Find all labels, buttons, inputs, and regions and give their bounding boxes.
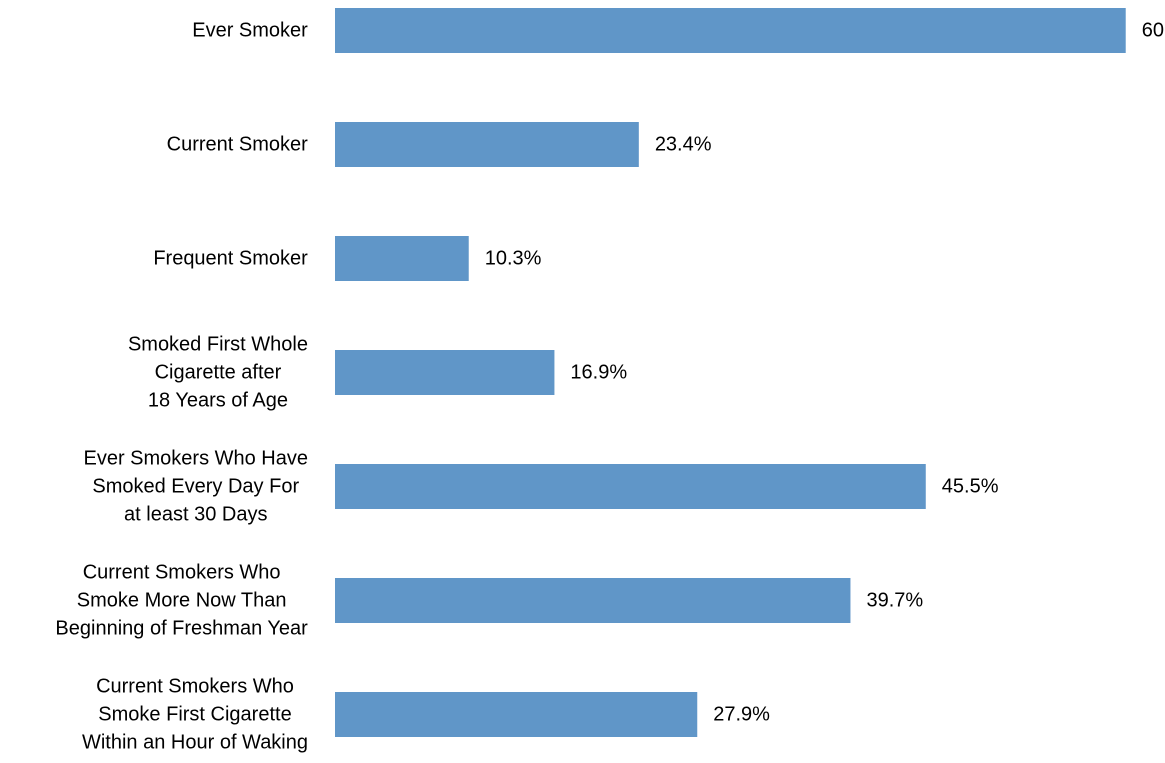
category-label-2: Current Smoker — [167, 134, 308, 156]
category-label-1: Ever Smoker — [192, 20, 308, 42]
category-label-line: Frequent Smoker — [153, 248, 308, 270]
bar-5 — [335, 464, 926, 509]
category-label-line: Current Smokers Who — [83, 562, 281, 584]
bar-7 — [335, 692, 698, 737]
category-label-line: Cigarette after — [155, 362, 282, 384]
category-label-line: Current Smoker — [167, 134, 308, 156]
category-label-4: Smoked First Whole Cigarette after 18 Year… — [128, 334, 308, 412]
data-label-6: 39.7% — [866, 590, 923, 612]
data-label-2: 23.4% — [655, 134, 712, 156]
category-label-line: Smoke More Now Than — [77, 590, 287, 612]
category-label-line: at least 30 Days — [124, 504, 267, 526]
category-label-5: Ever Smokers Who Have Smoked Every Day Fo… — [83, 448, 308, 526]
data-label-5: 45.5% — [942, 476, 999, 498]
category-label-3: Frequent Smoker — [153, 248, 308, 270]
data-label-7: 27.9% — [713, 704, 770, 726]
category-labels-group: Ever Smoker Current Smoker Frequent Smoker… — [55, 20, 308, 754]
category-label-line: Ever Smoker — [192, 20, 308, 42]
data-label-1: 60.9% — [1142, 20, 1165, 42]
bar-3 — [335, 236, 469, 281]
category-label-6: Current Smokers Who Smoke More Now Than Be… — [55, 562, 308, 640]
category-label-line: Smoke First Cigarette — [98, 704, 291, 726]
bars-group — [335, 8, 1126, 737]
data-label-4: 16.9% — [570, 362, 627, 384]
data-labels-group: 60.9% 23.4% 10.3% 16.9% 45.5% 39.7% 27.9% — [485, 20, 1165, 726]
category-label-line: Current Smokers Who — [96, 676, 294, 698]
category-label-line: Beginning of Freshman Year — [55, 618, 308, 640]
bar-4 — [335, 350, 555, 395]
category-label-7: Current Smokers Who Smoke First Cigarette… — [82, 676, 308, 754]
category-label-line: Within an Hour of Waking — [82, 732, 308, 754]
bar-6 — [335, 578, 851, 623]
category-label-line: Ever Smokers Who Have — [83, 448, 308, 470]
category-label-line: Smoked Every Day For — [92, 476, 299, 498]
bar-1 — [335, 8, 1126, 53]
category-label-line: Smoked First Whole — [128, 334, 308, 356]
bar-2 — [335, 122, 639, 167]
data-label-3: 10.3% — [485, 248, 542, 270]
category-label-line: 18 Years of Age — [148, 390, 288, 412]
